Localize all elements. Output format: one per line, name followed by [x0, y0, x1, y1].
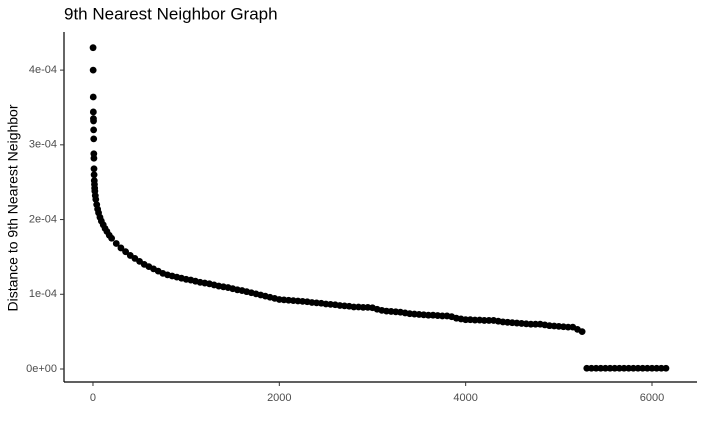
point: [588, 364, 595, 372]
point: [90, 117, 97, 125]
x-tick-label: 0: [90, 392, 96, 404]
point: [462, 316, 470, 324]
point: [89, 66, 97, 74]
point: [615, 364, 623, 372]
point: [602, 364, 609, 372]
point: [527, 320, 535, 328]
x-tick-label: 4000: [453, 392, 477, 404]
point: [597, 364, 605, 372]
point: [653, 364, 661, 372]
point: [583, 364, 591, 372]
point: [578, 328, 586, 336]
point: [606, 364, 614, 372]
point: [438, 312, 446, 320]
y-tick-label: 3e-04: [29, 139, 57, 151]
point: [89, 93, 97, 101]
point: [92, 195, 100, 203]
point: [90, 126, 98, 134]
point: [643, 364, 651, 372]
y-axis-label: Distance to 9th Nearest Neighbor: [5, 104, 21, 311]
y-tick-label: 2e-04: [29, 213, 57, 225]
point: [90, 154, 98, 162]
point: [564, 323, 572, 331]
point: [108, 234, 116, 242]
point: [620, 364, 628, 372]
point: [592, 364, 600, 372]
point: [117, 244, 125, 252]
point: [634, 364, 642, 372]
point: [89, 108, 97, 116]
point: [480, 317, 488, 324]
y-tick-label: 1e-04: [29, 288, 57, 300]
point: [485, 317, 493, 324]
point: [532, 320, 539, 328]
x-tick-label: 6000: [640, 392, 664, 404]
point: [639, 364, 647, 372]
point: [89, 44, 97, 52]
point: [471, 316, 479, 324]
y-tick-label: 0e+00: [26, 363, 57, 375]
point: [359, 303, 367, 311]
chart-title: 9th Nearest Neighbor Graph: [64, 4, 278, 23]
point: [629, 364, 637, 372]
point: [625, 364, 633, 372]
point: [90, 171, 98, 179]
point: [122, 248, 129, 256]
x-tick-label: 2000: [267, 392, 291, 404]
point: [424, 311, 432, 319]
point: [648, 364, 656, 372]
point: [112, 240, 120, 247]
point: [90, 135, 98, 143]
point: [662, 364, 670, 372]
y-tick-label: 4e-04: [29, 64, 57, 76]
point: [90, 165, 98, 173]
point: [657, 364, 665, 372]
point: [350, 303, 358, 311]
point: [611, 364, 619, 372]
